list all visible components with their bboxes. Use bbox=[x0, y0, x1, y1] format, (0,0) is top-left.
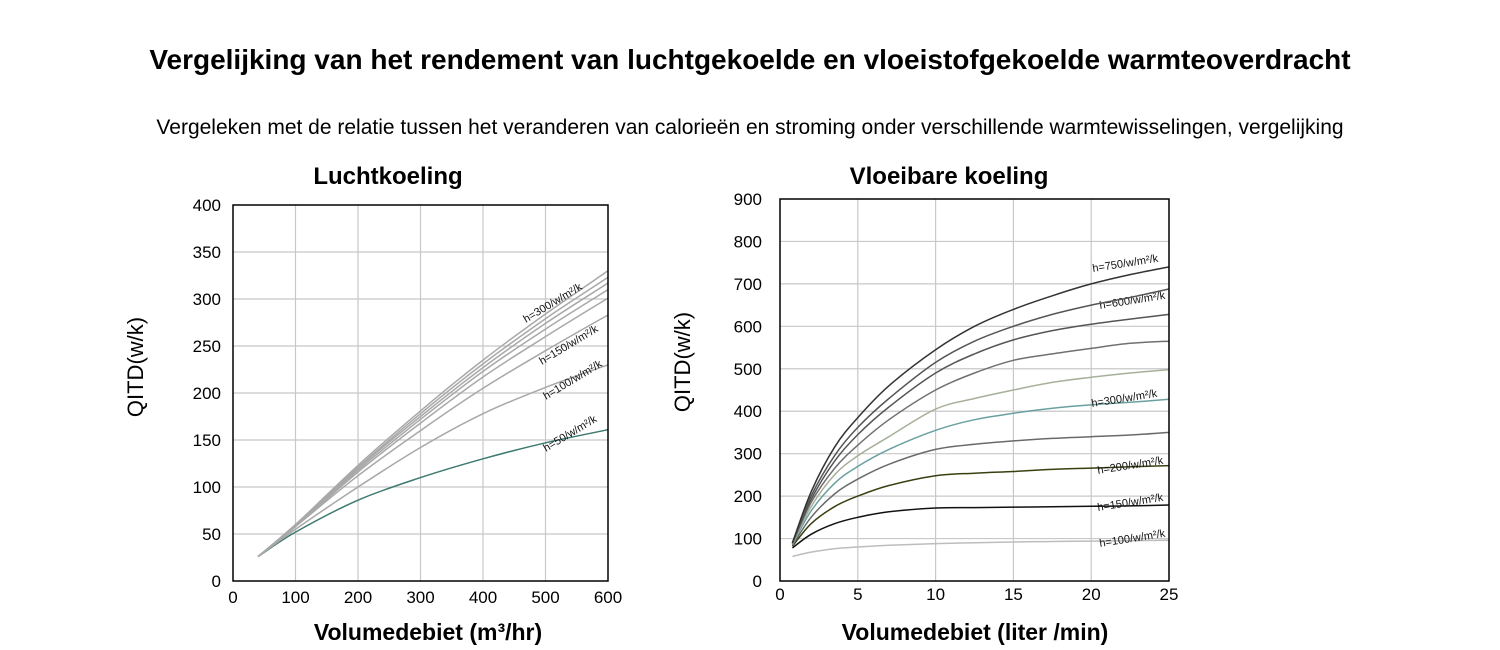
x-tick-label: 300 bbox=[406, 588, 434, 607]
series-label: h=300/w/m²/k bbox=[1091, 388, 1159, 410]
series-line bbox=[791, 504, 1170, 549]
x-tick-label: 5 bbox=[853, 585, 862, 604]
chart-title: Luchtkoeling bbox=[313, 163, 462, 190]
y-axis-label: QITD(w/k) bbox=[670, 312, 695, 412]
x-tick-label: 400 bbox=[469, 588, 497, 607]
x-axis-label: Volumedebiet (liter /min) bbox=[842, 619, 1109, 645]
series-label: h=200/w/m²/k bbox=[1097, 455, 1165, 477]
x-tick-label: 500 bbox=[531, 588, 559, 607]
chart-title: Vloeibare koeling bbox=[850, 163, 1049, 190]
page-title: Vergelijking van het rendement van lucht… bbox=[149, 44, 1351, 75]
x-axis-label: Volumedebiet (m³/hr) bbox=[314, 619, 542, 645]
series-line bbox=[791, 431, 1170, 546]
x-tick-label: 0 bbox=[228, 588, 237, 607]
series-line bbox=[791, 368, 1170, 545]
series-line bbox=[791, 288, 1170, 544]
x-tick-label: 200 bbox=[344, 588, 372, 607]
series-line bbox=[791, 266, 1170, 544]
series-label: h=100/w/m²/k bbox=[541, 358, 604, 403]
x-tick-label: 20 bbox=[1082, 585, 1101, 604]
series-line bbox=[257, 364, 609, 558]
y-tick-label: 800 bbox=[734, 232, 762, 251]
y-tick-label: 200 bbox=[734, 487, 762, 506]
series-label: h=150/w/m²/k bbox=[537, 323, 600, 368]
y-tick-label: 400 bbox=[734, 402, 762, 421]
y-tick-label: 600 bbox=[734, 317, 762, 336]
series-line bbox=[791, 340, 1170, 544]
y-tick-label: 50 bbox=[202, 525, 221, 544]
x-tick-label: 25 bbox=[1160, 585, 1179, 604]
series-line bbox=[792, 539, 1170, 558]
series-label: h=600/w/m²/k bbox=[1099, 290, 1167, 312]
y-tick-label: 100 bbox=[193, 478, 221, 497]
series-line bbox=[257, 297, 609, 558]
series-line bbox=[257, 270, 609, 558]
series-label: h=750/w/m²/k bbox=[1092, 253, 1160, 275]
x-tick-label: 100 bbox=[281, 588, 309, 607]
series-line bbox=[791, 313, 1170, 544]
x-tick-label: 600 bbox=[594, 588, 622, 607]
page-subtitle: Vergeleken met de relatie tussen het ver… bbox=[156, 116, 1344, 139]
y-tick-label: 250 bbox=[193, 337, 221, 356]
y-tick-label: 0 bbox=[212, 572, 221, 591]
y-tick-label: 700 bbox=[734, 275, 762, 294]
series-line bbox=[791, 398, 1170, 545]
y-axis-label: QITD(w/k) bbox=[123, 317, 148, 417]
series-label: h=100/w/m²/k bbox=[1099, 528, 1167, 550]
y-tick-label: 100 bbox=[734, 530, 762, 549]
plot-frame bbox=[232, 204, 609, 582]
x-tick-label: 0 bbox=[775, 585, 784, 604]
y-tick-label: 400 bbox=[193, 196, 221, 215]
y-tick-label: 150 bbox=[193, 431, 221, 450]
y-tick-label: 200 bbox=[193, 384, 221, 403]
y-tick-label: 300 bbox=[193, 290, 221, 309]
y-tick-label: 350 bbox=[193, 243, 221, 262]
series-line bbox=[791, 464, 1170, 547]
series-line bbox=[257, 282, 609, 558]
y-tick-label: 0 bbox=[753, 572, 762, 591]
y-tick-label: 900 bbox=[734, 190, 762, 209]
series-label: h=150/w/m²/k bbox=[1097, 492, 1165, 514]
plot-frame bbox=[779, 198, 1170, 582]
x-tick-label: 10 bbox=[926, 585, 945, 604]
series-line bbox=[257, 428, 609, 558]
y-tick-label: 500 bbox=[734, 360, 762, 379]
x-tick-label: 15 bbox=[1004, 585, 1023, 604]
y-tick-label: 300 bbox=[734, 445, 762, 464]
